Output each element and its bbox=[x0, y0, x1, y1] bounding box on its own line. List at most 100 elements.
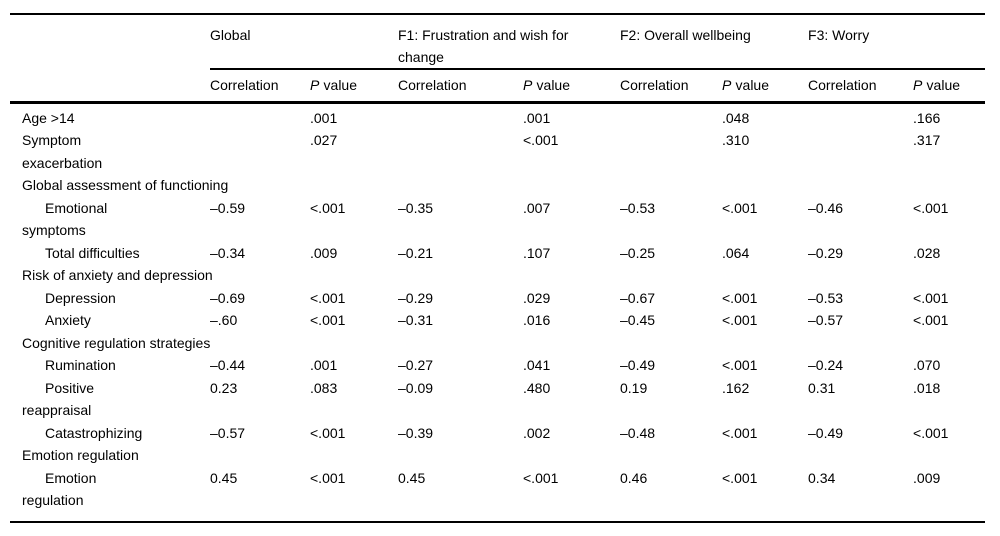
cell-correlation: 0.34 bbox=[808, 469, 836, 486]
cell-correlation: –0.21 bbox=[398, 244, 434, 261]
cell-p-value bbox=[310, 264, 398, 287]
cell-p-value: .041 bbox=[523, 357, 551, 373]
cell-correlation: –0.49 bbox=[620, 357, 656, 373]
p-value-header-p: P bbox=[310, 77, 320, 94]
row-label: Anxiety bbox=[45, 312, 91, 328]
cell-correlation bbox=[808, 332, 913, 355]
cell-p-value bbox=[722, 444, 808, 467]
cell-correlation bbox=[210, 129, 310, 174]
p-value-header-p: P bbox=[523, 77, 533, 94]
cell-correlation bbox=[808, 174, 913, 197]
cell-p-value: .016 bbox=[523, 312, 551, 328]
cell-correlation bbox=[620, 174, 722, 197]
cell-correlation: –0.53 bbox=[808, 289, 844, 306]
cell-correlation: 0.23 bbox=[210, 379, 238, 396]
cell-correlation bbox=[398, 129, 523, 174]
cell-p-value: .009 bbox=[310, 244, 338, 261]
p-value-header-p: P bbox=[722, 77, 732, 94]
cell-correlation bbox=[398, 102, 523, 129]
cell-correlation: –0.34 bbox=[210, 244, 246, 261]
cell-correlation bbox=[210, 264, 310, 287]
cell-correlation: –0.69 bbox=[210, 289, 246, 306]
cell-p-value: .027 bbox=[310, 132, 338, 148]
cell-p-value: <.001 bbox=[722, 199, 758, 216]
cell-correlation: –0.31 bbox=[398, 312, 434, 328]
cell-p-value: <.001 bbox=[523, 469, 559, 486]
cell-p-value: .007 bbox=[523, 199, 551, 216]
row-label: Symptom exacerbation bbox=[22, 132, 103, 171]
section-label: Global assessment of functioning bbox=[22, 177, 229, 193]
cell-p-value bbox=[722, 174, 808, 197]
cell-correlation: –0.59 bbox=[210, 199, 246, 216]
cell-correlation: –0.57 bbox=[808, 312, 844, 328]
cell-p-value: <.001 bbox=[913, 199, 949, 216]
table-row: Catastrophizing –0.57 <.001 –0.39 .002 –0.48 <… bbox=[10, 422, 985, 445]
cell-correlation bbox=[210, 332, 310, 355]
cell-p-value: <.001 bbox=[722, 289, 758, 306]
cell-correlation: –0.44 bbox=[210, 357, 246, 373]
cell-p-value: <.001 bbox=[310, 199, 346, 216]
cell-correlation bbox=[808, 444, 913, 467]
row-label: Emotion regulation bbox=[22, 469, 97, 509]
cell-p-value: .001 bbox=[310, 109, 338, 126]
row-label: Positive reappraisal bbox=[22, 379, 95, 419]
cell-correlation bbox=[398, 174, 523, 197]
table-row: Age >14 .001 .001 .048 .166 bbox=[10, 102, 985, 129]
table-body: Age >14 .001 .001 .048 .166 Symptom exacerbat… bbox=[10, 102, 985, 522]
cell-p-value: .001 bbox=[523, 109, 551, 126]
col-group-f2: F2: Overall wellbeing bbox=[620, 14, 809, 70]
cell-correlation: –0.09 bbox=[398, 379, 434, 396]
p-value-header-word: value bbox=[735, 77, 769, 94]
section-label: Emotion regulation bbox=[22, 447, 139, 463]
cell-correlation: –0.24 bbox=[808, 357, 844, 373]
cell-p-value: <.001 bbox=[310, 289, 346, 306]
cell-p-value: .029 bbox=[523, 289, 551, 306]
table-row: Total difficulties –0.34 .009 –0.21 .107 –0.2… bbox=[10, 242, 985, 265]
cell-correlation bbox=[210, 102, 310, 129]
row-label: Emotional symptoms bbox=[22, 199, 108, 239]
cell-p-value: <.001 bbox=[722, 312, 758, 328]
cell-correlation bbox=[398, 264, 523, 287]
cell-p-value: .107 bbox=[523, 244, 551, 261]
correlation-header: Correlation bbox=[808, 69, 914, 104]
cell-p-value bbox=[523, 444, 620, 467]
group-header-row: Global F1: Frustration and wish for chan… bbox=[10, 14, 986, 70]
table-row: Symptom exacerbation .027 <.001 .310 .317 bbox=[10, 129, 985, 174]
cell-correlation: –.60 bbox=[210, 312, 238, 328]
cell-correlation: –0.57 bbox=[210, 424, 246, 441]
cell-p-value: .310 bbox=[722, 132, 750, 148]
cell-correlation: –0.29 bbox=[398, 289, 434, 306]
cell-p-value bbox=[523, 332, 620, 355]
cell-p-value: <.001 bbox=[310, 312, 346, 328]
table-row: Emotion regulation 0.45 <.001 0.45 <.001 0.46… bbox=[10, 467, 985, 522]
section-row: Cognitive regulation strategies bbox=[10, 332, 985, 355]
cell-p-value bbox=[310, 444, 398, 467]
section-row: Emotion regulation bbox=[10, 444, 985, 467]
cell-p-value: .317 bbox=[913, 132, 941, 148]
cell-p-value: <.001 bbox=[722, 424, 758, 441]
cell-p-value: .070 bbox=[913, 357, 941, 373]
row-label: Age >14 bbox=[22, 109, 75, 126]
section-row: Global assessment of functioning bbox=[10, 174, 985, 197]
section-label: Risk of anxiety and depression bbox=[22, 267, 213, 283]
table-row: Positive reappraisal 0.23 .083 –0.09 .480 0.1… bbox=[10, 377, 985, 422]
table-header: Global F1: Frustration and wish for chan… bbox=[10, 14, 986, 104]
cell-p-value: .001 bbox=[310, 357, 338, 373]
stub-cell bbox=[10, 14, 210, 69]
cell-p-value bbox=[523, 174, 620, 197]
cell-p-value: <.001 bbox=[913, 289, 949, 306]
cell-correlation bbox=[620, 444, 722, 467]
cell-correlation: 0.19 bbox=[620, 379, 648, 396]
cell-p-value: .028 bbox=[913, 244, 941, 261]
section-label: Cognitive regulation strategies bbox=[22, 334, 211, 351]
cell-correlation bbox=[808, 264, 913, 287]
cell-correlation: –0.48 bbox=[620, 424, 656, 441]
p-value-header-word: value bbox=[323, 77, 357, 94]
cell-p-value bbox=[913, 264, 985, 287]
cell-correlation bbox=[398, 332, 523, 355]
